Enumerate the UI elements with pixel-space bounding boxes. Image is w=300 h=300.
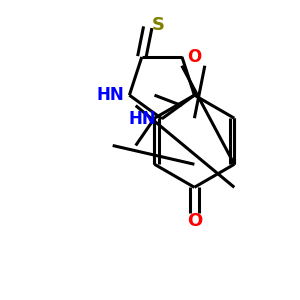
Text: HN: HN [129, 110, 157, 128]
Text: O: O [187, 212, 202, 230]
Text: O: O [187, 48, 202, 66]
Text: HN: HN [96, 86, 124, 104]
Text: S: S [151, 16, 164, 34]
